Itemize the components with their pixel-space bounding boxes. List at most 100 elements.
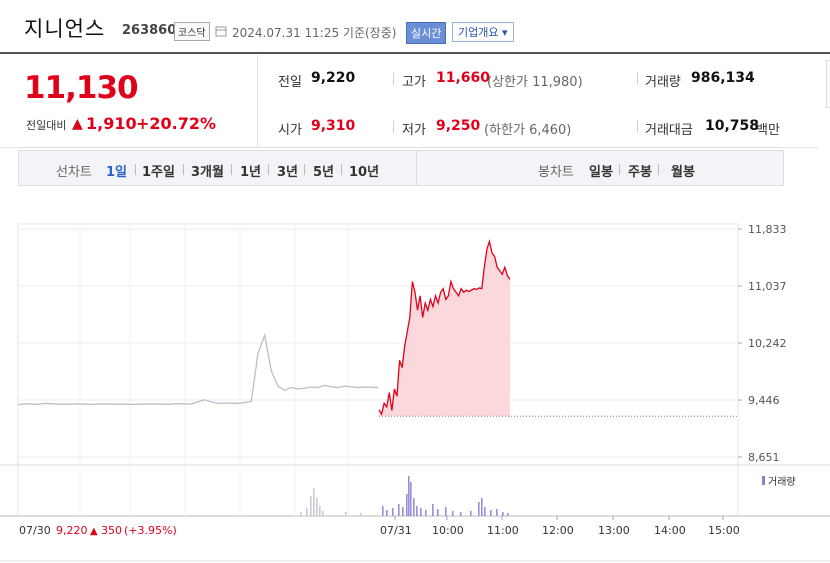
side-panel-edge [826, 60, 830, 108]
prev-close-value: 9,220 [311, 70, 356, 86]
prev-day-up-icon: ▲ [90, 526, 98, 537]
volume-bar [345, 512, 347, 516]
volume-bar [402, 507, 404, 516]
prev-day-price: 9,220 [56, 524, 88, 537]
change-value: 1,910 [86, 114, 137, 133]
y-tick-label: 8,651 [748, 451, 780, 464]
stock-header [0, 0, 830, 54]
divider [341, 164, 342, 175]
divider [183, 164, 184, 175]
volume-bar [484, 507, 486, 516]
amount-value: 10,758 [705, 118, 760, 134]
volume-bar [416, 506, 418, 516]
volume-bar [420, 508, 422, 516]
prev-day-change: 350 [101, 524, 122, 537]
divider [393, 73, 394, 85]
candle-chart-label: 봉차트 [538, 165, 574, 180]
high-value: 11,660 [436, 70, 491, 86]
volume-bar [460, 512, 462, 516]
volume-bar [386, 510, 388, 516]
x-tick-label: 10:00 [432, 524, 464, 537]
amount-label: 거래대금 [645, 123, 693, 138]
volume-bar [398, 504, 400, 516]
tab-10y[interactable]: 10년 [349, 165, 380, 180]
price-chart[interactable]: 11,833 11,037 10,242 9,446 8,651 07/31 10:00 1… [0, 195, 830, 563]
x-tick-label: 14:00 [654, 524, 686, 537]
volume-bar [507, 513, 509, 516]
tab-3y[interactable]: 3년 [277, 165, 299, 180]
divider [637, 73, 638, 85]
tab-3m[interactable]: 3개월 [191, 165, 224, 180]
volume-bar [300, 512, 302, 516]
divider [0, 147, 818, 148]
company-overview-dropdown[interactable]: 기업개요 ▾ [452, 22, 514, 42]
volume-legend-label: 거래량 [768, 476, 796, 488]
tab-weekly-candle[interactable]: 주봉 [628, 165, 652, 180]
x-tick-label: 15:00 [708, 524, 740, 537]
volume-bar [481, 498, 483, 516]
volume-bar [382, 506, 384, 516]
market-badge: 코스닥 [174, 22, 210, 41]
high-label: 고가 [402, 75, 426, 90]
volume-bar [360, 513, 362, 516]
timestamp: 2024.07.31 11:25 기준(장중) [232, 26, 397, 40]
tab-daily-candle[interactable]: 일봉 [589, 165, 613, 180]
prev-close-label: 전일 [278, 75, 302, 90]
calendar-icon [215, 26, 227, 37]
divider [658, 164, 659, 175]
volume-bar [502, 512, 504, 516]
volume-bar [410, 482, 412, 516]
y-tick-label: 11,037 [748, 280, 787, 293]
prev-day-date: 07/30 [19, 524, 51, 537]
up-arrow-icon: ▲ [72, 116, 83, 132]
divider [268, 164, 269, 175]
volume-bar [437, 509, 439, 516]
plot-frame [17, 223, 739, 517]
open-value: 9,310 [311, 118, 356, 134]
change-label: 전일대비 [26, 119, 67, 132]
prev-day-pct: (+3.95%) [124, 524, 177, 537]
volume-bar [478, 502, 480, 516]
volume-bar [392, 508, 394, 516]
x-tick-label: 12:00 [542, 524, 574, 537]
volume-bar [496, 509, 498, 516]
volume-value: 986,134 [691, 70, 755, 86]
tab-5y[interactable]: 5년 [313, 165, 335, 180]
realtime-button[interactable]: 실시간 [406, 22, 447, 44]
volume-bar [316, 498, 318, 516]
tab-monthly-candle[interactable]: 월봉 [671, 165, 695, 180]
volume-label: 거래량 [645, 75, 681, 90]
volume-bar [445, 507, 447, 516]
volume-bar [470, 511, 472, 516]
divider [304, 164, 305, 175]
volume-bar [408, 476, 410, 516]
tab-1d[interactable]: 1일 [106, 165, 128, 180]
divider [637, 121, 638, 133]
tab-1w[interactable]: 1주일 [142, 165, 175, 180]
x-tick-label: 11:00 [487, 524, 519, 537]
upper-limit: (상한가 11,980) [487, 75, 583, 90]
volume-bar [432, 504, 434, 516]
divider [257, 55, 258, 148]
today-price-fill [379, 241, 510, 417]
line-chart-label: 선차트 [56, 165, 92, 180]
volume-bar [490, 510, 492, 516]
lower-limit: (하한가 6,460) [484, 123, 572, 138]
y-tick-label: 11,833 [748, 223, 787, 236]
tab-1y[interactable]: 1년 [240, 165, 262, 180]
y-tick-label: 10,242 [748, 337, 787, 350]
volume-bar [425, 510, 427, 516]
volume-bar [310, 496, 312, 516]
stock-name: 지니언스 [24, 17, 106, 41]
divider [619, 164, 620, 175]
today-price-line [378, 238, 511, 416]
change-percent: +20.72% [136, 114, 217, 133]
divider [416, 151, 417, 185]
volume-bar [313, 488, 315, 516]
low-value: 9,250 [436, 118, 481, 134]
divider [231, 164, 232, 175]
y-tick-label: 9,446 [748, 394, 780, 407]
volume-legend-swatch [762, 476, 765, 485]
open-label: 시가 [278, 123, 302, 138]
volume-bar [406, 494, 408, 516]
